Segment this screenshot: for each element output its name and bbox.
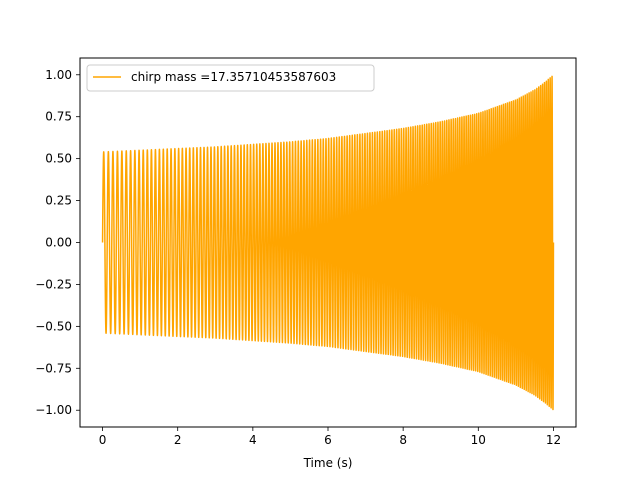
- y-tick-label: 1.00: [45, 68, 72, 82]
- legend-label: chirp mass =17.35710453587603: [131, 70, 336, 84]
- x-tick-label: 6: [324, 433, 332, 447]
- plot-area: [101, 75, 555, 411]
- legend-box: [86, 64, 375, 92]
- x-tick-label: 8: [399, 433, 407, 447]
- x-tick-label: 4: [249, 433, 257, 447]
- y-tick-label: −0.75: [35, 361, 72, 375]
- series-layer: [101, 75, 555, 411]
- y-tick-label: 0.50: [45, 152, 72, 166]
- y-tick-label: −1.00: [35, 403, 72, 417]
- y-tick-label: −0.50: [35, 319, 72, 333]
- y-tick-label: −0.25: [35, 277, 72, 291]
- x-axis: 0 2 4 6 8 10 12: [99, 427, 561, 447]
- y-tick-label: 0.25: [45, 194, 72, 208]
- x-tick-label: 12: [546, 433, 561, 447]
- legend: chirp mass =17.35710453587603: [86, 64, 375, 92]
- x-tick-label: 10: [471, 433, 486, 447]
- series-line-chirp: [101, 75, 555, 411]
- x-tick-label: 2: [174, 433, 182, 447]
- y-axis: −1.00 −0.75 −0.50 −0.25 0.00 0.25 0.50 0.75 1.00: [35, 68, 80, 417]
- x-tick-label: 0: [99, 433, 107, 447]
- y-tick-label: 0.00: [45, 236, 72, 250]
- y-tick-label: 0.75: [45, 110, 72, 124]
- x-axis-label: Time (s): [303, 456, 353, 470]
